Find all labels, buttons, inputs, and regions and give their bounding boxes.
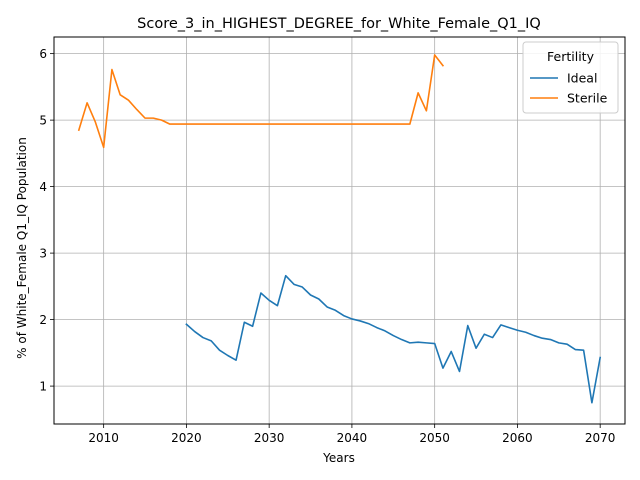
series-lines: [77, 54, 602, 404]
x-tick-label: 2050: [419, 431, 450, 445]
x-tick-label: 2060: [502, 431, 533, 445]
legend-box: [522, 41, 619, 114]
y-tick-label: 6: [39, 47, 47, 61]
plot-frame: [53, 36, 626, 425]
y-tick-label: 3: [39, 246, 47, 260]
series-line-ideal: [185, 274, 602, 404]
chart-title: Score_3_in_HIGHEST_DEGREE_for_White_Fema…: [137, 16, 541, 32]
series-line-sterile: [77, 54, 445, 149]
x-tick-label: 2030: [254, 431, 285, 445]
y-tick-label: 4: [39, 180, 47, 194]
legend-label-ideal: Ideal: [567, 71, 597, 86]
x-tick-label: 2070: [585, 431, 616, 445]
axis-ticks: 2010 2020 2030 2040 2050 2060 2070 1 2 3 4 5 6: [39, 47, 615, 445]
y-tick-label: 5: [39, 113, 47, 127]
y-axis-label: % of White_Female Q1_IQ Population: [15, 137, 29, 359]
x-tick-label: 2040: [337, 431, 368, 445]
y-tick-label: 1: [39, 379, 47, 393]
legend-title: Fertility: [547, 49, 595, 64]
x-axis-label: Years: [322, 451, 355, 465]
x-tick-label: 2010: [88, 431, 119, 445]
legend-label-sterile: Sterile: [567, 91, 608, 106]
x-tick-label: 2020: [171, 431, 202, 445]
legend: Fertility Ideal Sterile: [522, 41, 619, 114]
y-tick-label: 2: [39, 313, 47, 327]
